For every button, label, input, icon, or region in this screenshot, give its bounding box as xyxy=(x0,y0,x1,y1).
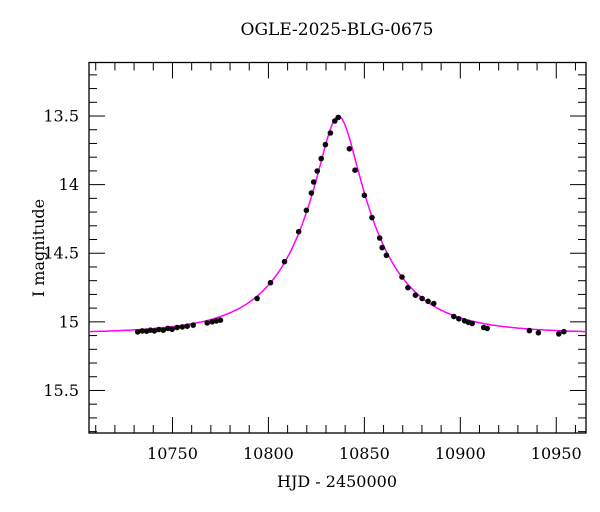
data-point xyxy=(335,114,342,121)
data-point xyxy=(425,298,431,305)
data-point xyxy=(160,327,167,334)
data-point xyxy=(431,300,437,307)
y-axis-title: I magnitude xyxy=(29,199,48,297)
data-point xyxy=(139,328,145,334)
data-point xyxy=(254,295,260,302)
data-point xyxy=(190,322,196,328)
data-point xyxy=(310,179,317,185)
data-point xyxy=(209,319,215,325)
data-point xyxy=(303,207,310,214)
data-point xyxy=(204,320,210,326)
x-tick-label: 10750 xyxy=(147,444,198,463)
data-point xyxy=(327,130,334,136)
data-point xyxy=(456,316,462,322)
x-tick-label: 10900 xyxy=(435,444,486,463)
data-point xyxy=(217,317,224,324)
y-tick-label: 15 xyxy=(59,312,79,331)
data-point xyxy=(405,284,411,291)
plot-area: 10750 10800 10850 10900 10950 13.5 14 14.5 15 15.… xyxy=(43,61,587,463)
x-axis-title: HJD - 2450000 xyxy=(277,472,397,491)
data-point xyxy=(169,326,175,333)
data-point xyxy=(151,328,158,334)
data-point xyxy=(535,330,542,336)
data-point xyxy=(369,214,375,221)
y-tick-label: 15.5 xyxy=(43,381,79,400)
data-point xyxy=(322,141,329,148)
data-point xyxy=(184,323,190,330)
data-point xyxy=(314,168,321,174)
data-point xyxy=(419,295,425,302)
data-point xyxy=(174,324,180,331)
data-point xyxy=(399,274,405,280)
y-tick-label: 13.5 xyxy=(43,107,79,126)
data-point xyxy=(556,331,562,337)
x-tick-label: 10950 xyxy=(531,444,582,463)
data-point xyxy=(134,329,141,335)
y-tick-label: 14.5 xyxy=(43,244,79,263)
data-point xyxy=(379,244,386,251)
data-point xyxy=(526,327,533,334)
data-point xyxy=(267,279,274,286)
data-point xyxy=(165,325,171,332)
data-point xyxy=(412,292,419,299)
data-point xyxy=(346,146,353,152)
plot-frame xyxy=(88,61,587,434)
model-curve xyxy=(89,115,587,333)
data-point xyxy=(484,325,491,332)
data-point xyxy=(156,326,162,333)
chart-title: OGLE-2025-BLG-0675 xyxy=(241,20,434,40)
data-point xyxy=(332,118,338,124)
y-tick-label: 14 xyxy=(59,175,79,194)
data-point xyxy=(383,252,390,259)
data-point xyxy=(361,192,368,199)
data-point xyxy=(561,328,567,335)
data-point xyxy=(451,313,457,320)
data-point xyxy=(376,235,383,241)
x-tick-label: 10800 xyxy=(243,444,294,463)
data-point xyxy=(469,320,476,327)
data-point xyxy=(179,324,186,330)
data-point xyxy=(295,228,302,235)
data-point xyxy=(281,258,288,265)
data-point xyxy=(308,190,315,196)
data-point xyxy=(318,155,325,162)
x-tick-label: 10850 xyxy=(339,444,390,463)
data-point xyxy=(352,167,358,173)
